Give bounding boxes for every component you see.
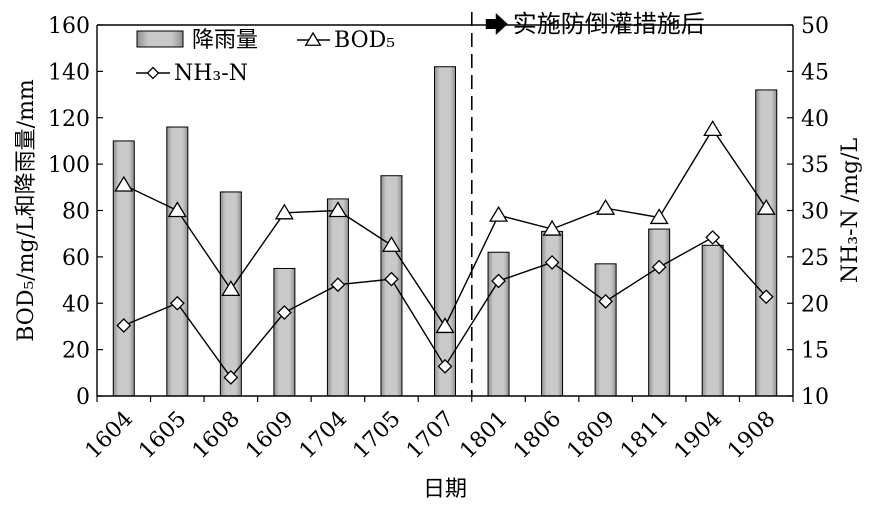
y2-axis-title: NH₃-N /mg/L bbox=[838, 137, 863, 283]
y-tick-label: 0 bbox=[76, 385, 90, 410]
bars-layer bbox=[112, 66, 778, 397]
marker-bod5-1609 bbox=[274, 203, 294, 220]
marker-nh3n-1704 bbox=[330, 277, 346, 293]
marker-nh3n-1811 bbox=[651, 259, 667, 275]
marker-bod5-1704 bbox=[328, 201, 348, 218]
divider-layer: 实施防倒灌措施后 bbox=[470, 10, 705, 396]
x-tick-label-1605: 1605 bbox=[134, 407, 191, 464]
x-tick-label-1806: 1806 bbox=[509, 407, 566, 464]
y2-tick-label: 15 bbox=[801, 339, 829, 364]
x-tick-label-1707: 1707 bbox=[402, 407, 459, 464]
marker-nh3n-1609 bbox=[276, 305, 292, 320]
x-tick-label-1608: 1608 bbox=[188, 407, 245, 464]
annotation-text: 实施防倒灌措施后 bbox=[513, 10, 705, 38]
marker-nh3n-1605 bbox=[169, 295, 185, 311]
legend-marker-nh3n bbox=[146, 66, 160, 80]
y-tick-label: 100 bbox=[48, 153, 90, 178]
y-tick-label: 120 bbox=[48, 107, 90, 132]
y2-tick-label: 20 bbox=[801, 292, 829, 317]
y2-tick-label: 50 bbox=[801, 14, 829, 39]
marker-nh3n-1806 bbox=[544, 255, 560, 270]
y-tick-label: 40 bbox=[62, 292, 90, 317]
x-tick-label-1809: 1809 bbox=[563, 407, 620, 464]
marker-bod5-1908 bbox=[756, 198, 776, 215]
bar-rainfall-1908 bbox=[755, 89, 778, 397]
marker-nh3n-1608 bbox=[223, 370, 239, 385]
marker-bod5-1705 bbox=[381, 236, 402, 252]
y2-tick-label: 35 bbox=[801, 153, 829, 178]
x-tick-label-1908: 1908 bbox=[723, 407, 780, 464]
legend-label-nh3n: NH₃-N bbox=[174, 61, 248, 86]
y2-tick-label: 40 bbox=[801, 107, 829, 132]
marker-nh3n-1809 bbox=[598, 293, 614, 309]
x-tick-label-1705: 1705 bbox=[348, 407, 405, 464]
legend-swatch-rainfall bbox=[136, 30, 184, 48]
marker-nh3n-1705 bbox=[384, 271, 399, 287]
marker-nh3n-1707 bbox=[437, 358, 453, 374]
marker-bod5-1801 bbox=[488, 205, 509, 222]
marker-bod5-1604 bbox=[114, 175, 134, 192]
y-axis-title: BOD₅/mg/L和降雨量/mm bbox=[14, 79, 39, 342]
bar-rainfall-1609 bbox=[273, 267, 296, 397]
y2-tick-label: 30 bbox=[801, 200, 829, 225]
marker-bod5-1608 bbox=[221, 280, 241, 296]
bar-rainfall-1809 bbox=[594, 263, 617, 397]
y2-tick-label: 45 bbox=[801, 60, 829, 85]
y2-tick-label: 10 bbox=[801, 385, 829, 410]
marker-nh3n-1801 bbox=[491, 273, 506, 289]
bar-rainfall-1811 bbox=[648, 228, 671, 397]
bar-rainfall-1707 bbox=[434, 66, 456, 397]
bar-rainfall-1904 bbox=[701, 244, 724, 397]
y2-tick-label: 25 bbox=[801, 246, 829, 271]
marker-nh3n-1908 bbox=[758, 289, 774, 305]
legend-marker-bod5 bbox=[304, 31, 322, 46]
y-tick-label: 140 bbox=[48, 60, 90, 85]
y-tick-label: 80 bbox=[62, 200, 90, 225]
x-tick-label-1704: 1704 bbox=[295, 407, 352, 464]
legend-label-rainfall: 降雨量 bbox=[192, 28, 258, 53]
marker-bod5-1605 bbox=[167, 201, 187, 218]
legend-label-bod5: BOD₅ bbox=[334, 28, 395, 53]
marker-nh3n-1904 bbox=[705, 229, 721, 245]
x-axis-title: 日期 bbox=[423, 477, 467, 502]
arrow-right-icon bbox=[485, 13, 508, 35]
x-tick-label-1811: 1811 bbox=[616, 407, 673, 464]
bar-rainfall-1605 bbox=[166, 126, 189, 397]
x-tick-label-1604: 1604 bbox=[81, 407, 138, 464]
y-tick-label: 60 bbox=[62, 246, 90, 271]
marker-bod5-1707 bbox=[435, 317, 455, 334]
lines-layer bbox=[114, 120, 776, 385]
marker-bod5-1811 bbox=[649, 208, 669, 225]
marker-bod5-1806 bbox=[542, 219, 562, 236]
y-tick-label: 160 bbox=[48, 14, 90, 39]
x-tick-label-1609: 1609 bbox=[241, 407, 298, 464]
legend-layer: 降雨量 BOD₅ NH₃-N bbox=[136, 28, 395, 86]
x-tick-label-1801: 1801 bbox=[456, 407, 513, 464]
bar-rainfall-1704 bbox=[326, 198, 349, 397]
marker-bod5-1904 bbox=[703, 120, 723, 136]
marker-nh3n-1604 bbox=[116, 318, 132, 333]
x-tick-label-1904: 1904 bbox=[670, 407, 727, 464]
marker-bod5-1809 bbox=[596, 198, 616, 215]
y-tick-label: 20 bbox=[62, 339, 90, 364]
